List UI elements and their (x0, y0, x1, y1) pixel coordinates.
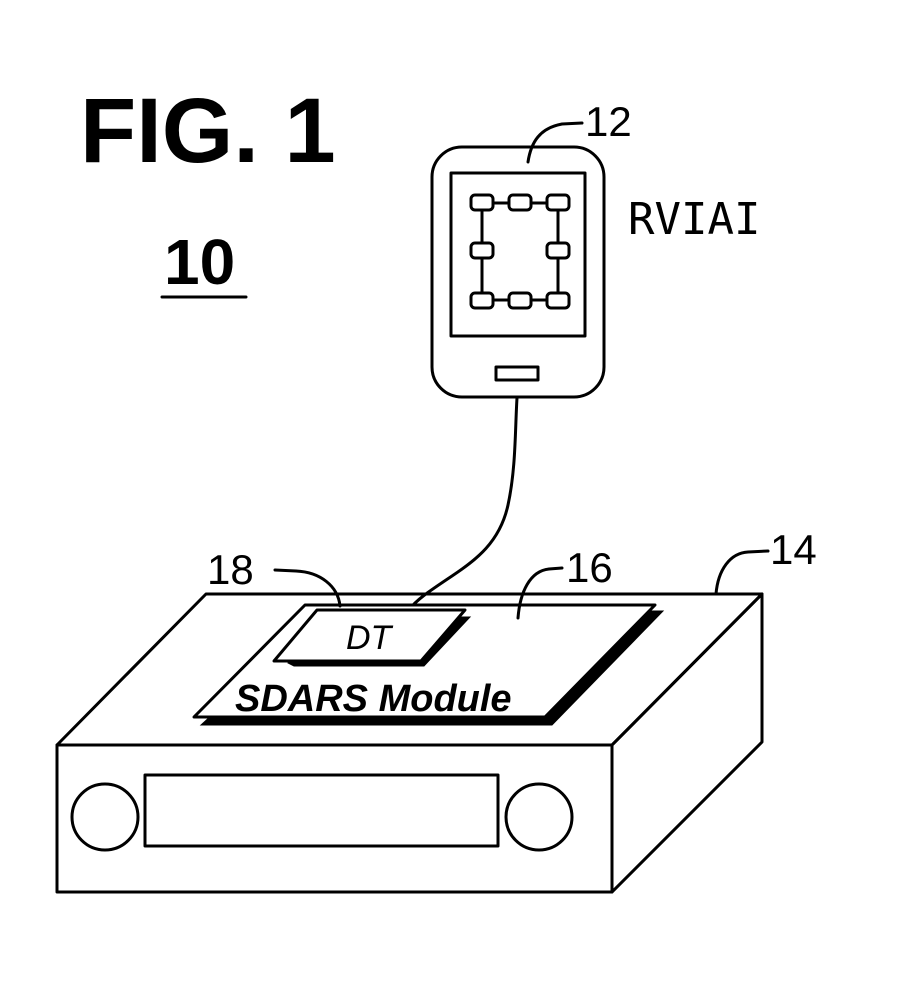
tuner-leader-line (275, 570, 340, 606)
receiver-display-panel (145, 775, 498, 846)
receiver-leader-line (716, 551, 768, 594)
module-label: SDARS Module (235, 678, 512, 720)
receiver-ref: 14 (770, 526, 817, 573)
tuner-label: DT (346, 619, 394, 657)
receiver-front-face (57, 745, 612, 892)
device-ref: 12 (585, 98, 632, 145)
handheld-device: 12 RVIAI (432, 98, 760, 397)
device-leader-line (528, 123, 582, 162)
system-number: 10 (164, 226, 235, 298)
connection-cable (408, 398, 517, 611)
module-ref: 16 (566, 544, 613, 591)
receiver-left-knob (72, 784, 138, 850)
screen-schematic-icon (471, 195, 569, 308)
device-home-button (496, 367, 538, 380)
receiver-right-knob (506, 784, 572, 850)
tuner-ref: 18 (207, 546, 254, 593)
device-label: RVIAI (628, 194, 760, 245)
device-body (432, 147, 604, 397)
figure-title: FIG. 1 (80, 80, 336, 182)
